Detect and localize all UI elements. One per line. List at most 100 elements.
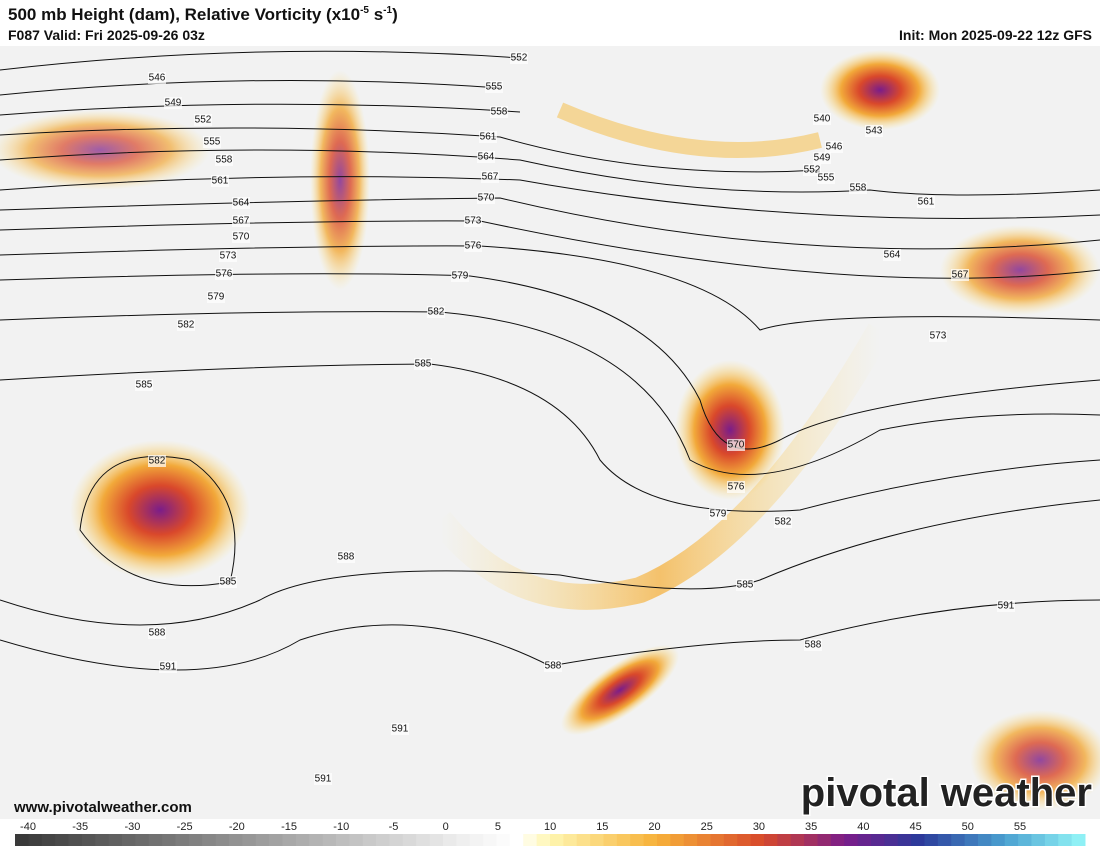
contour-label: 564 [233, 198, 250, 209]
colorbar-cell [28, 834, 43, 846]
contour-label: 573 [930, 331, 947, 342]
map: 5465495525555585615645675705735765795825… [0, 46, 1100, 819]
label-bg [232, 215, 250, 227]
label-bg [215, 268, 233, 280]
contour-label: 588 [149, 628, 166, 639]
contour-label: 558 [216, 155, 233, 166]
contour-label: 588 [805, 640, 822, 651]
contour-label: 555 [818, 173, 835, 184]
label-bg [804, 639, 822, 651]
contour-label: 591 [392, 724, 409, 735]
colorbar-tick-label: 55 [1014, 821, 1026, 833]
colorbar-cell [509, 834, 524, 846]
label-bg [203, 136, 221, 148]
colorbar-tick-label: 40 [857, 821, 869, 833]
label-bg [232, 197, 250, 209]
contour-label: 588 [545, 661, 562, 672]
colorbar-cell [456, 834, 471, 846]
colorbar-tick-label: 45 [909, 821, 921, 833]
label-bg [177, 319, 195, 331]
contour-label: 582 [428, 307, 445, 318]
colorbar-tick-label: 35 [805, 821, 817, 833]
colorbar-cell [148, 834, 163, 846]
colorbar-cell [857, 834, 872, 846]
colorbar-cell [790, 834, 805, 846]
colorbar-tick-label: 50 [962, 821, 974, 833]
colorbar-tick-label: -20 [229, 821, 245, 833]
contour-label: 564 [884, 250, 901, 261]
colorbar-cell [523, 834, 538, 846]
colorbar-cell [429, 834, 444, 846]
colorbar-cell [1018, 834, 1032, 846]
colorbar-cell [764, 834, 778, 846]
contour-label: 579 [710, 509, 727, 520]
colorbar-cell [349, 834, 364, 846]
colorbar-cell [496, 834, 511, 846]
contour-label: 576 [728, 482, 745, 493]
colorbar-cell [122, 834, 136, 846]
contour-label: 567 [952, 270, 969, 281]
colorbar-cell [1071, 834, 1086, 846]
colorbar-tick-label: 30 [753, 821, 765, 833]
colorbar-cell [362, 834, 377, 846]
colorbar-cell [884, 834, 899, 846]
colorbar-cell [643, 834, 658, 846]
label-bg [727, 439, 745, 451]
site-url: www.pivotalweather.com [13, 799, 192, 816]
label-bg [951, 269, 969, 281]
colorbar-cell [255, 834, 270, 846]
colorbar-tick-label: -30 [124, 821, 140, 833]
colorbar-cell [376, 834, 390, 846]
label-bg [849, 182, 867, 194]
label-bg [774, 516, 792, 528]
label-bg [135, 379, 153, 391]
contour-label: 576 [465, 241, 482, 252]
contour-label: 552 [804, 165, 821, 176]
label-bg [148, 72, 166, 84]
label-bg [997, 600, 1015, 612]
contour-label: 561 [480, 132, 497, 143]
label-bg [451, 270, 469, 282]
colorbar-cell [550, 834, 564, 846]
contour-label: 582 [149, 456, 166, 467]
colorbar-cell [188, 834, 203, 846]
colorbar-cell [108, 834, 123, 846]
label-bg [825, 141, 843, 153]
init-time: Init: Mon 2025-09-22 12z GFS [899, 27, 1092, 43]
colorbar-cell [162, 834, 176, 846]
colorbar-cell [95, 834, 110, 846]
brand-logo: pivotal weather [801, 771, 1092, 815]
colorbar-cell [737, 834, 752, 846]
colorbar-cell [991, 834, 1006, 846]
colorbar-tick-label: -35 [72, 821, 88, 833]
colorbar-cell [924, 834, 939, 846]
colorbar-cell [135, 834, 150, 846]
colorbar-cell [804, 834, 818, 846]
contour-label: 570 [728, 440, 745, 451]
colorbar-cell [229, 834, 243, 846]
label-bg [544, 660, 562, 672]
colorbar-cell [590, 834, 604, 846]
contour-label: 582 [775, 517, 792, 528]
colorbar-tick-label: 25 [701, 821, 713, 833]
colorbar-cell [817, 834, 832, 846]
colorbar-tick-label: 10 [544, 821, 556, 833]
colorbar-cell [215, 834, 230, 846]
colorbar-cell [68, 834, 83, 846]
colorbar-cell [563, 834, 578, 846]
contour-label: 558 [491, 107, 508, 118]
colorbar-cell [683, 834, 698, 846]
colorbar-cell [723, 834, 738, 846]
label-bg [883, 249, 901, 261]
label-bg [813, 113, 831, 125]
colorbar-cell [282, 834, 297, 846]
contour-label: 585 [737, 580, 754, 591]
colorbar-cell [81, 834, 96, 846]
colorbar-cell [844, 834, 859, 846]
colorbar-cell [295, 834, 310, 846]
colorbar-cell [710, 834, 725, 846]
contour-label: 579 [208, 292, 225, 303]
contour-label: 561 [918, 197, 935, 208]
label-bg [477, 192, 495, 204]
